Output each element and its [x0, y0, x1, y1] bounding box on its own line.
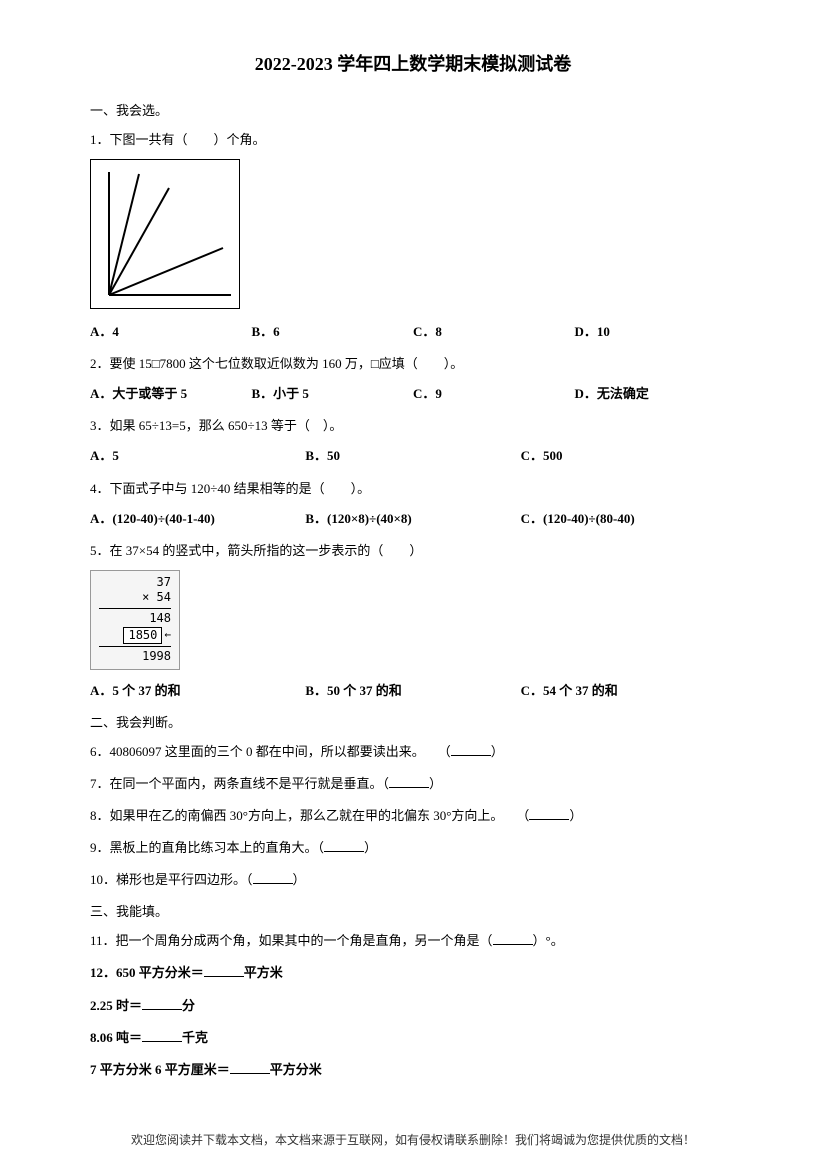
section-2-header: 二、我会判断。 [90, 712, 736, 731]
q2-opt-c: C．9 [413, 383, 575, 405]
footer-text: 欢迎您阅读并下载本文档，本文档来源于互联网，如有侵权请联系删除！我们将竭诚为您提… [0, 1131, 826, 1148]
mult-line2: × 54 [99, 590, 171, 606]
q1-figure [90, 159, 240, 309]
q12c: 2.25 时＝ [90, 998, 142, 1013]
section-1-header: 一、我会选。 [90, 100, 736, 119]
page-title: 2022-2023 学年四上数学期末模拟测试卷 [90, 50, 736, 76]
question-12-3: 8.06 吨＝ 千克 [90, 1027, 736, 1049]
q12e: 8.06 吨＝ [90, 1030, 142, 1045]
q12-blank3 [142, 1030, 182, 1042]
q3-opt-b: B．50 [305, 445, 520, 467]
q2-opt-d: D．无法确定 [575, 383, 737, 405]
q1-opt-d: D．10 [575, 321, 737, 343]
q9-blank [324, 840, 364, 852]
q11-end: ）°。 [533, 933, 564, 948]
q8-blank [529, 808, 569, 820]
question-12-4: 7 平方分米 6 平方厘米＝ 平方分米 [90, 1059, 736, 1081]
arrow-left-icon: ← [164, 628, 171, 642]
question-12-2: 2.25 时＝ 分 [90, 995, 736, 1017]
mult-rule1 [99, 608, 171, 609]
question-5: 5．在 37×54 的竖式中，箭头所指的这一步表示的（ ） 37 × 54 14… [90, 540, 736, 702]
question-7: 7．在同一个平面内，两条直线不是平行就是垂直。（ ） [90, 773, 736, 795]
q1-opt-a: A．4 [90, 321, 252, 343]
question-12-1: 12．650 平方分米＝ 平方米 [90, 962, 736, 984]
mult-line1: 37 [99, 575, 171, 591]
q8-text: 8．如果甲在乙的南偏西 30°方向上，那么乙就在甲的北偏东 30°方向上。 （ [90, 808, 529, 823]
question-9: 9．黑板上的直角比练习本上的直角大。（ ） [90, 837, 736, 859]
question-11: 11．把一个周角分成两个角，如果其中的一个角是直角，另一个角是（ ）°。 [90, 930, 736, 952]
q4-text: 4．下面式子中与 120÷40 结果相等的是（ ）。 [90, 478, 736, 500]
q2-opt-a: A．大于或等于 5 [90, 383, 252, 405]
q12b: 平方米 [244, 965, 283, 980]
q9-end: ） [364, 840, 377, 855]
q4-opt-b: B．(120×8)÷(40×8) [305, 508, 520, 530]
mult-boxed: 1850 [123, 627, 162, 645]
q6-text: 6．40806097 这里面的三个 0 都在中间，所以都要读出来。 （ [90, 744, 451, 759]
mult-boxed-row: 1850 ← [99, 627, 171, 645]
q4-options: A．(120-40)÷(40-1-40) B．(120×8)÷(40×8) C．… [90, 508, 736, 530]
q5-options: A．5 个 37 的和 B．50 个 37 的和 C．54 个 37 的和 [90, 680, 736, 702]
q5-opt-b: B．50 个 37 的和 [305, 680, 520, 702]
q2-opt-b: B．小于 5 [252, 383, 414, 405]
q5-figure: 37 × 54 148 1850 ← 1998 [90, 570, 180, 670]
q12-blank4 [230, 1062, 270, 1074]
section-3-header: 三、我能填。 [90, 901, 736, 920]
q8-end: ） [569, 808, 582, 823]
q3-opt-a: A．5 [90, 445, 305, 467]
q12h: 平方分米 [270, 1062, 322, 1077]
q6-blank [451, 744, 491, 756]
q11-text: 11．把一个周角分成两个角，如果其中的一个角是直角，另一个角是（ [90, 933, 493, 948]
q1-opt-c: C．8 [413, 321, 575, 343]
q10-end: ） [293, 872, 306, 887]
q1-opt-b: B．6 [252, 321, 414, 343]
question-10: 10．梯形也是平行四边形。（ ） [90, 869, 736, 891]
q2-options: A．大于或等于 5 B．小于 5 C．9 D．无法确定 [90, 383, 736, 405]
mult-line5: 1998 [99, 649, 171, 665]
q6-end: ） [491, 744, 504, 759]
q5-text: 5．在 37×54 的竖式中，箭头所指的这一步表示的（ ） [90, 540, 736, 562]
q4-opt-c: C．(120-40)÷(80-40) [521, 508, 736, 530]
ray-4 [109, 248, 223, 295]
mult-line3: 148 [99, 611, 171, 627]
q12-blank2 [142, 998, 182, 1010]
q3-opt-c: C．500 [521, 445, 736, 467]
question-3: 3．如果 65÷13=5，那么 650÷13 等于（ ）。 A．5 B．50 C… [90, 415, 736, 467]
q9-text: 9．黑板上的直角比练习本上的直角大。（ [90, 840, 324, 855]
q7-blank [389, 776, 429, 788]
mult-rule2 [99, 646, 171, 647]
ray-2 [109, 174, 139, 295]
q10-blank [253, 872, 293, 884]
q12g: 7 平方分米 6 平方厘米＝ [90, 1062, 230, 1077]
q2-text: 2．要使 15□7800 这个七位数取近似数为 160 万，□应填（ ）。 [90, 353, 736, 375]
q12d: 分 [182, 998, 195, 1013]
q12-blank1 [204, 965, 244, 977]
question-2: 2．要使 15□7800 这个七位数取近似数为 160 万，□应填（ ）。 A．… [90, 353, 736, 405]
angle-rays-svg [91, 160, 241, 310]
question-4: 4．下面式子中与 120÷40 结果相等的是（ ）。 A．(120-40)÷(4… [90, 478, 736, 530]
question-6: 6．40806097 这里面的三个 0 都在中间，所以都要读出来。 （ ） [90, 741, 736, 763]
q5-opt-a: A．5 个 37 的和 [90, 680, 305, 702]
q12f: 千克 [182, 1030, 208, 1045]
q1-options: A．4 B．6 C．8 D．10 [90, 321, 736, 343]
question-1: 1．下图一共有（ ）个角。 A．4 B．6 C．8 D．10 [90, 129, 736, 343]
q1-text: 1．下图一共有（ ）个角。 [90, 129, 736, 151]
q12a: 12．650 平方分米＝ [90, 965, 204, 980]
question-8: 8．如果甲在乙的南偏西 30°方向上，那么乙就在甲的北偏东 30°方向上。 （ ） [90, 805, 736, 827]
q10-text: 10．梯形也是平行四边形。（ [90, 872, 253, 887]
ray-3 [109, 188, 169, 295]
q4-opt-a: A．(120-40)÷(40-1-40) [90, 508, 305, 530]
q3-options: A．5 B．50 C．500 [90, 445, 736, 467]
q5-opt-c: C．54 个 37 的和 [521, 680, 736, 702]
q3-text: 3．如果 65÷13=5，那么 650÷13 等于（ ）。 [90, 415, 736, 437]
q7-end: ） [429, 776, 442, 791]
q11-blank [493, 933, 533, 945]
q7-text: 7．在同一个平面内，两条直线不是平行就是垂直。（ [90, 776, 389, 791]
